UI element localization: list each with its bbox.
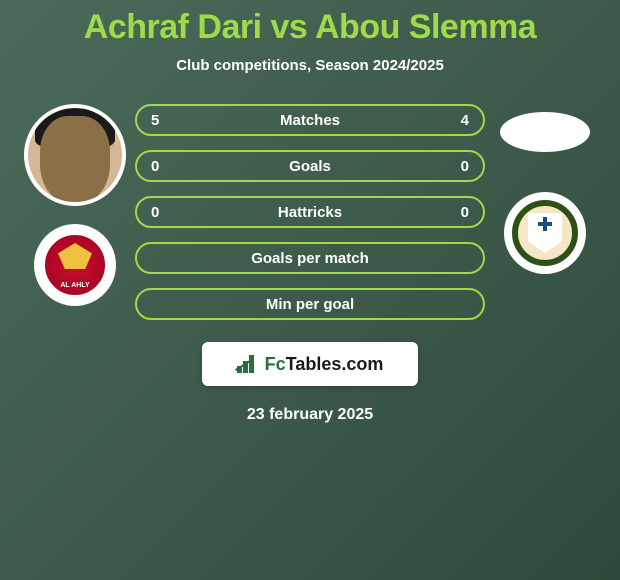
- player-right-column: [485, 104, 605, 274]
- player-left-avatar: [24, 104, 126, 206]
- stat-right-value: 4: [449, 112, 469, 129]
- stats-column: 5 Matches 4 0 Goals 0 0 Hattricks 0 Goal…: [135, 104, 485, 320]
- stat-row-gpm: Goals per match: [135, 242, 485, 274]
- stat-right-value: 0: [449, 204, 469, 221]
- club-left-badge: AL AHLY: [42, 232, 108, 298]
- club-right-logo: [504, 192, 586, 274]
- stat-right-value: 0: [449, 158, 469, 175]
- stat-label: Hattricks: [278, 204, 342, 221]
- shield-icon: [528, 213, 562, 253]
- stat-row-goals: 0 Goals 0: [135, 150, 485, 182]
- stat-label: Goals: [289, 158, 331, 175]
- brand-suffix: Tables.com: [286, 354, 384, 374]
- subtitle: Club competitions, Season 2024/2025: [176, 57, 444, 74]
- avatar-face: [40, 116, 110, 204]
- club-left-label: AL AHLY: [45, 282, 105, 289]
- club-left-logo: AL AHLY: [34, 224, 116, 306]
- brand-prefix: Fc: [265, 354, 286, 374]
- stat-left-value: 0: [151, 158, 171, 175]
- stat-label: Min per goal: [266, 296, 354, 313]
- comparison-card: Achraf Dari vs Abou Slemma Club competit…: [0, 0, 620, 580]
- stat-row-mpg: Min per goal: [135, 288, 485, 320]
- player-right-avatar-placeholder: [500, 112, 590, 152]
- stat-left-value: 5: [151, 112, 171, 129]
- club-right-badge: [512, 200, 578, 266]
- generation-date: 23 february 2025: [247, 406, 373, 424]
- eagle-icon: [58, 243, 92, 269]
- stat-row-matches: 5 Matches 4: [135, 104, 485, 136]
- stat-left-value: 0: [151, 204, 171, 221]
- stat-label: Matches: [280, 112, 340, 129]
- player-left-column: AL AHLY: [15, 104, 135, 306]
- bar-chart-icon: [237, 355, 259, 373]
- brand-link[interactable]: FcTables.com: [202, 342, 418, 386]
- stat-label: Goals per match: [251, 250, 369, 267]
- main-row: AL AHLY 5 Matches 4 0 Goals 0 0 Hattrick…: [0, 104, 620, 320]
- cross-icon: [538, 217, 552, 231]
- page-title: Achraf Dari vs Abou Slemma: [84, 8, 536, 47]
- stat-row-hattricks: 0 Hattricks 0: [135, 196, 485, 228]
- brand-text: FcTables.com: [265, 354, 384, 375]
